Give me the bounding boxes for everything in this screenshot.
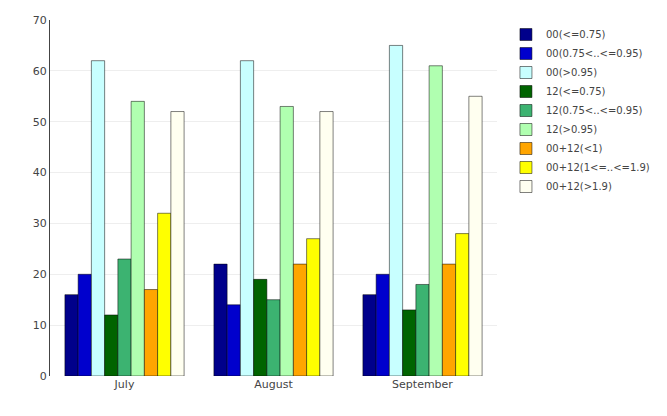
svg-text:50: 50	[33, 116, 47, 129]
svg-text:20: 20	[33, 268, 47, 281]
svg-text:30: 30	[33, 217, 47, 230]
svg-text:12(0.75<..<=0.95): 12(0.75<..<=0.95)	[546, 105, 643, 116]
svg-text:September: September	[392, 378, 453, 391]
svg-text:00(<=0.75): 00(<=0.75)	[546, 29, 606, 40]
svg-text:12(>0.95): 12(>0.95)	[546, 124, 597, 135]
svg-text:August: August	[254, 378, 293, 391]
svg-text:00+12(<1): 00+12(<1)	[546, 143, 602, 154]
svg-text:10: 10	[33, 319, 47, 332]
svg-text:00(>0.95): 00(>0.95)	[546, 67, 597, 78]
svg-text:July: July	[114, 378, 135, 391]
svg-text:0: 0	[40, 370, 47, 383]
svg-text:40: 40	[33, 166, 47, 179]
svg-text:00+12(1<=..<=1.9): 00+12(1<=..<=1.9)	[546, 162, 650, 173]
svg-text:60: 60	[33, 65, 47, 78]
svg-text:00+12(>1.9): 00+12(>1.9)	[546, 181, 612, 192]
svg-text:12(<=0.75): 12(<=0.75)	[546, 86, 606, 97]
svg-text:70: 70	[33, 14, 47, 27]
svg-text:00(0.75<..<=0.95): 00(0.75<..<=0.95)	[546, 48, 643, 59]
